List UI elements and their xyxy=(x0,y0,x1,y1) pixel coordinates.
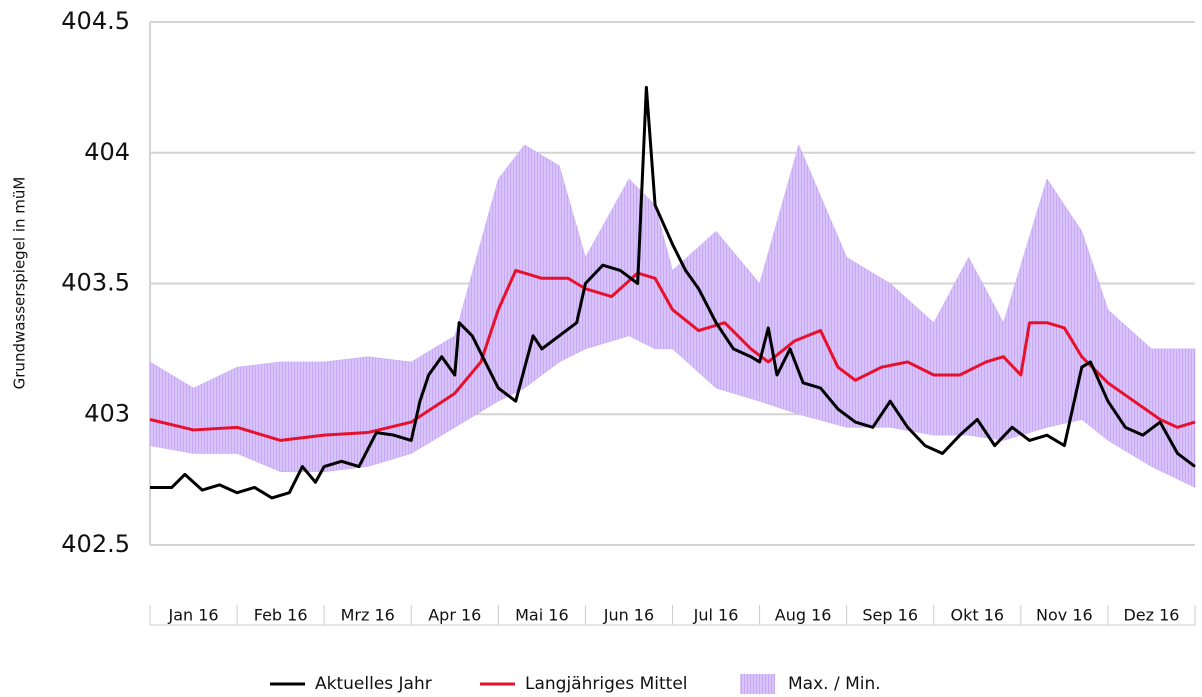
y-tick-label: 403 xyxy=(84,399,130,427)
x-tick-label: Aug 16 xyxy=(775,606,832,625)
x-tick-label: Jun 16 xyxy=(603,606,654,625)
y-axis-label: Grundwasserspiegel in müM xyxy=(11,177,29,390)
series-line xyxy=(149,268,1196,442)
x-tick-label: Dez 16 xyxy=(1123,606,1179,625)
legend-label: Max. / Min. xyxy=(788,674,881,694)
x-tick-label: Jan 16 xyxy=(167,606,218,625)
y-tick-label: 404.5 xyxy=(61,7,130,35)
x-tick-label: Mai 16 xyxy=(515,606,569,625)
y-tick-label: 404 xyxy=(84,138,130,166)
x-tick-label: Sep 16 xyxy=(862,606,918,625)
y-tick-label: 403.5 xyxy=(61,269,130,297)
x-tick-label: Mrz 16 xyxy=(341,606,395,625)
min-max-band xyxy=(149,144,1196,488)
x-tick-label: Feb 16 xyxy=(254,606,308,625)
legend-swatch xyxy=(740,674,775,694)
x-tick-label: Nov 16 xyxy=(1036,606,1093,625)
legend-label: Aktuelles Jahr xyxy=(315,674,432,694)
legend-label: Langjähriges Mittel xyxy=(525,674,688,694)
series-line xyxy=(150,85,1196,500)
x-tick-label: Jul 16 xyxy=(693,606,739,625)
x-tick-label: Okt 16 xyxy=(951,606,1005,625)
y-tick-label: 402.5 xyxy=(61,530,130,558)
x-tick-label: Apr 16 xyxy=(428,606,481,625)
